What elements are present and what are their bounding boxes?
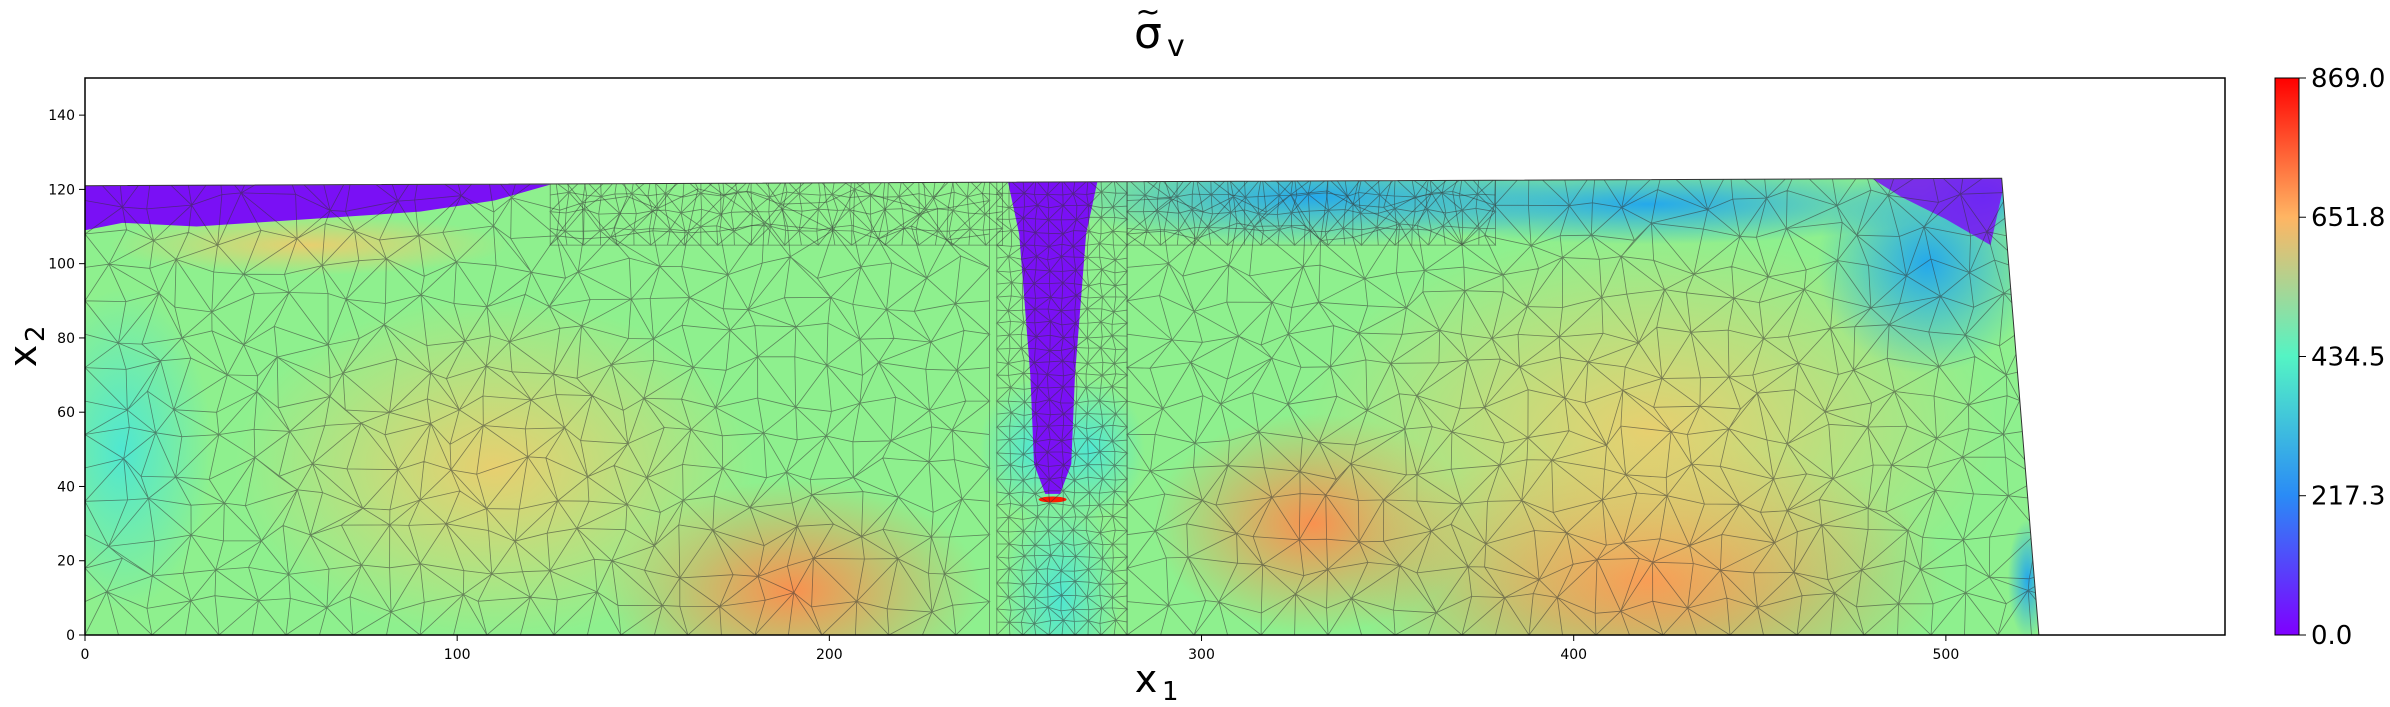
notch-tip-stress-peak [1038, 496, 1067, 503]
mesh-refined-top-left [548, 178, 1004, 247]
x-axis-ticks: 0 100 200 300 400 500 [81, 635, 1960, 663]
mesh-refined-top-right [1125, 178, 1497, 247]
low-stress-top-left [85, 184, 551, 231]
title-subscript: v [1167, 29, 1185, 64]
plot-area: 0 100 200 300 400 500 0 20 40 60 80 100 120 140 [48, 77, 2226, 663]
y-tick-label: 120 [48, 182, 75, 198]
mesh-triangles [85, 178, 2039, 635]
notch [1007, 181, 1098, 494]
cool-region-top-right [1348, 178, 1949, 245]
warm-region-right [1298, 230, 1999, 631]
y-tick-label: 20 [57, 554, 75, 570]
colorbar: 0.0 217.3 434.5 651.8 869.0 [2274, 64, 2385, 651]
x-tick-label: 400 [1560, 647, 1587, 663]
x-axis-label-subscript: 1 [1162, 677, 1179, 707]
y-tick-label: 100 [48, 257, 75, 273]
title-accent: ~ [1135, 0, 1160, 30]
colorbar-ticks: 0.0 217.3 434.5 651.8 869.0 [2299, 64, 2385, 651]
y-axis-label-subscript: 2 [21, 325, 51, 342]
title-symbol: σ [1134, 8, 1162, 59]
colorbar-tick-label: 434.5 [2311, 343, 2385, 373]
x-axis-label-symbol: x [1135, 657, 1158, 701]
mesh-refined-notch [995, 178, 1129, 635]
colorbar-tick-label: 651.8 [2311, 203, 2385, 233]
x-tick-label: 0 [81, 647, 90, 663]
y-tick-label: 60 [57, 405, 75, 421]
y-tick-label: 0 [66, 628, 75, 644]
y-axis-label: x 2 [1, 325, 51, 367]
plot-frame [84, 77, 2226, 636]
stress-field [85, 178, 2039, 635]
cyan-region-left-edge [85, 289, 213, 610]
y-tick-label: 140 [48, 108, 75, 124]
y-axis-label-symbol: x [1, 345, 45, 368]
low-stress-top-right [1871, 178, 2006, 246]
mesh-right [1125, 178, 2039, 635]
colorbar-tick-label: 869.0 [2311, 64, 2385, 94]
x-tick-label: 100 [444, 647, 471, 663]
x-axis-label: x 1 [1135, 657, 1179, 707]
mesh-left [85, 178, 991, 635]
x-tick-label: 300 [1188, 647, 1215, 663]
domain-outline [85, 177, 2040, 635]
colorbar-tick-label: 217.3 [2311, 482, 2385, 512]
x-tick-label: 500 [1933, 647, 1960, 663]
y-tick-label: 40 [57, 479, 75, 495]
chart-title: σ ~ v [1134, 0, 1185, 64]
x-tick-label: 200 [816, 647, 843, 663]
y-tick-label: 80 [57, 331, 75, 347]
y-axis-ticks: 0 20 40 60 80 100 120 140 [48, 108, 85, 644]
colorbar-scale [2274, 77, 2300, 636]
colorbar-tick-label: 0.0 [2311, 621, 2352, 651]
